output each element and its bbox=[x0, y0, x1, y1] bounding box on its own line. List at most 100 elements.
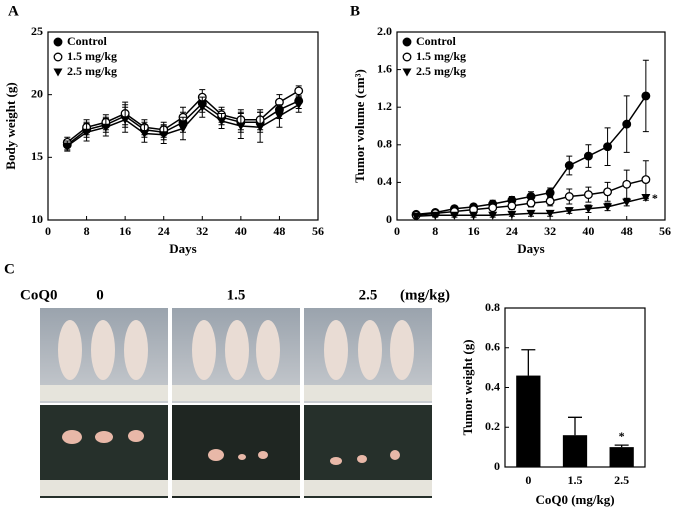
panel-label: B bbox=[350, 3, 360, 19]
marker bbox=[101, 123, 111, 132]
plot-frame bbox=[396, 31, 666, 221]
x-tick-label: 0 bbox=[394, 224, 400, 238]
x-tick-label: 24 bbox=[158, 224, 170, 238]
marker bbox=[603, 203, 613, 212]
legend-label: 1.5 mg/kg bbox=[416, 49, 466, 63]
plot-frame bbox=[47, 31, 319, 221]
y-tick-label: 0.8 bbox=[485, 300, 500, 314]
marker bbox=[622, 119, 632, 129]
marker bbox=[526, 198, 536, 208]
x-tick-label: 24 bbox=[506, 224, 518, 238]
x-tick-label: 56 bbox=[312, 224, 324, 238]
y-tick-label: 15 bbox=[31, 149, 43, 163]
marker bbox=[488, 203, 498, 213]
x-tick-label: 16 bbox=[468, 224, 480, 238]
marker bbox=[178, 125, 188, 134]
x-tick-label: 40 bbox=[582, 224, 594, 238]
marker bbox=[217, 117, 227, 126]
marker bbox=[545, 209, 555, 218]
marker bbox=[507, 201, 517, 211]
marker bbox=[430, 211, 440, 220]
marker bbox=[62, 142, 72, 151]
y-tick-label: 25 bbox=[31, 24, 43, 38]
x-tick-label: 48 bbox=[621, 224, 633, 238]
dose-unit: (mg/kg) bbox=[400, 287, 450, 303]
marker bbox=[641, 193, 651, 202]
x-tick-label: 16 bbox=[119, 224, 131, 238]
legend-marker bbox=[53, 68, 63, 77]
x-tick-label: 8 bbox=[84, 224, 90, 238]
y-axis-label: Tumor volume (cm³) bbox=[352, 69, 367, 183]
dose-label: 2.5 bbox=[359, 287, 378, 303]
x-tick-label: 8 bbox=[432, 224, 438, 238]
y-tick-label: 0.6 bbox=[485, 340, 500, 354]
marker bbox=[564, 161, 574, 170]
x-tick-label: 0 bbox=[525, 473, 531, 487]
marker bbox=[564, 192, 574, 201]
y-tick-label: 0 bbox=[494, 459, 500, 473]
x-tick-label: 32 bbox=[544, 224, 556, 238]
legend-marker bbox=[402, 68, 412, 77]
marker bbox=[294, 101, 304, 110]
marker bbox=[236, 122, 246, 131]
mice bbox=[58, 320, 414, 380]
x-tick-label: 32 bbox=[196, 224, 208, 238]
marker bbox=[139, 130, 149, 139]
x-axis-label: Days bbox=[517, 241, 544, 256]
x-axis-label: CoQ0 (mg/kg) bbox=[535, 492, 614, 507]
y-tick-label: 0.8 bbox=[377, 137, 392, 151]
legend-label: 2.5 mg/kg bbox=[416, 64, 466, 78]
bar bbox=[609, 447, 634, 467]
marker bbox=[583, 190, 593, 200]
annotation: * bbox=[619, 429, 625, 443]
legend-label: 2.5 mg/kg bbox=[67, 64, 117, 78]
y-tick-label: 2.0 bbox=[377, 24, 392, 38]
marker bbox=[583, 151, 593, 161]
marker bbox=[449, 211, 459, 220]
y-tick-label: 20 bbox=[31, 86, 43, 100]
y-tick-label: 0.4 bbox=[485, 379, 500, 393]
marker bbox=[622, 179, 632, 189]
marker bbox=[255, 123, 265, 132]
y-tick-label: 10 bbox=[31, 212, 43, 226]
photos bbox=[40, 308, 432, 498]
bar bbox=[562, 435, 588, 467]
dose-title: CoQ0 bbox=[20, 287, 58, 303]
legend-label: 1.5 mg/kg bbox=[67, 49, 117, 63]
marker bbox=[411, 212, 421, 221]
tumors bbox=[62, 430, 400, 465]
legend-marker bbox=[53, 37, 63, 47]
panel-label: A bbox=[8, 3, 19, 19]
annotation: * bbox=[652, 191, 658, 205]
marker bbox=[603, 187, 613, 197]
legend-label: Control bbox=[67, 34, 107, 48]
x-tick-label: 2.5 bbox=[614, 473, 629, 487]
marker bbox=[507, 210, 517, 219]
legend-marker bbox=[402, 52, 412, 62]
dose-label: 1.5 bbox=[227, 287, 246, 303]
y-tick-label: 0.4 bbox=[377, 174, 392, 188]
marker bbox=[197, 103, 207, 112]
bar bbox=[516, 375, 541, 467]
marker bbox=[603, 142, 613, 152]
legend-label: Control bbox=[416, 34, 456, 48]
y-axis-label: Body weight (g) bbox=[3, 82, 18, 169]
legend-marker bbox=[402, 37, 412, 47]
y-tick-label: 0 bbox=[386, 212, 392, 226]
marker bbox=[545, 196, 555, 206]
rulers bbox=[40, 385, 432, 496]
y-axis-label: Tumor weight (g) bbox=[460, 339, 475, 435]
panel-label: C bbox=[4, 261, 15, 277]
marker bbox=[82, 128, 92, 137]
marker bbox=[294, 86, 304, 96]
marker bbox=[488, 211, 498, 220]
dose-label: 0 bbox=[96, 287, 104, 303]
marker bbox=[120, 116, 130, 125]
marker bbox=[159, 131, 169, 140]
marker bbox=[583, 205, 593, 214]
x-tick-label: 56 bbox=[659, 224, 671, 238]
y-tick-label: 0.2 bbox=[485, 419, 500, 433]
error-bar bbox=[568, 416, 582, 436]
error-bar bbox=[614, 444, 629, 448]
